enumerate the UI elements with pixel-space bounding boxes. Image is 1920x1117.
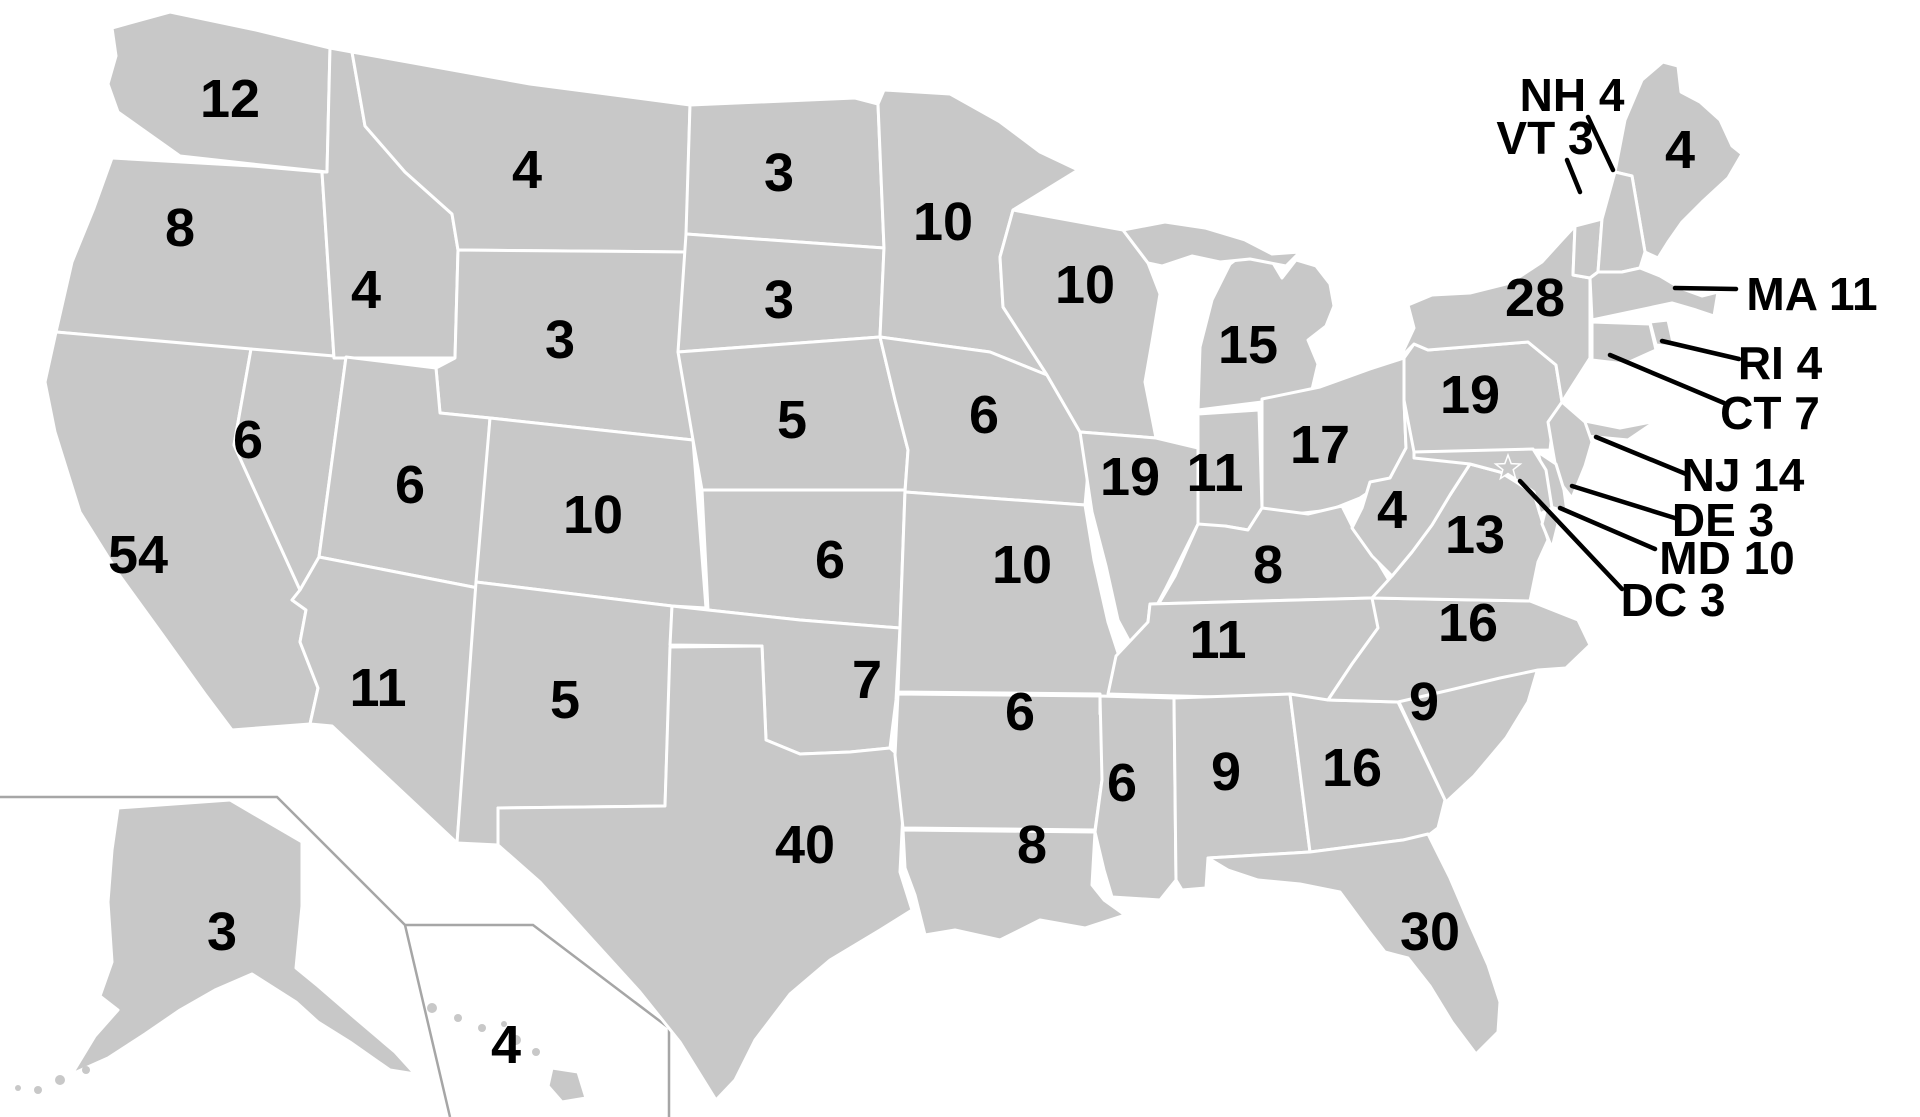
callout-label-DE: DE 3 bbox=[1672, 494, 1774, 546]
state-HI bbox=[546, 1066, 588, 1104]
state-label-AK: 3 bbox=[207, 902, 237, 962]
inset-boxes bbox=[0, 795, 671, 1117]
state-label-SD: 3 bbox=[764, 270, 794, 330]
state-label-MN: 10 bbox=[913, 192, 973, 252]
callout-label-RI: RI 4 bbox=[1738, 337, 1823, 389]
state-label-WA: 12 bbox=[200, 69, 260, 129]
state-KS bbox=[700, 488, 907, 630]
state-label-TN: 11 bbox=[1189, 610, 1246, 670]
state-label-KY: 8 bbox=[1253, 535, 1283, 595]
state-label-ID: 4 bbox=[351, 260, 381, 320]
state-label-LA: 8 bbox=[1017, 815, 1047, 875]
callout-line-DC bbox=[1517, 478, 1625, 592]
state-label-NV: 6 bbox=[233, 410, 263, 470]
state-label-OR: 8 bbox=[165, 198, 195, 258]
island-AK bbox=[82, 1066, 90, 1074]
state-label-FL: 30 bbox=[1400, 902, 1460, 962]
state-label-MI: 15 bbox=[1218, 315, 1278, 375]
state-label-PA: 19 bbox=[1440, 365, 1500, 425]
island-HI bbox=[478, 1024, 486, 1032]
callout-label-MA: MA 11 bbox=[1746, 268, 1877, 320]
state-label-MS: 6 bbox=[1107, 753, 1137, 813]
state-label-NC: 16 bbox=[1438, 593, 1498, 653]
state-label-MO: 10 bbox=[992, 535, 1052, 595]
state-label-WV: 4 bbox=[1377, 480, 1407, 540]
state-label-ME: 4 bbox=[1665, 120, 1695, 180]
state-AK bbox=[70, 798, 417, 1076]
inset-hawaii-box bbox=[405, 923, 671, 1117]
state-WA bbox=[106, 10, 332, 174]
state-label-WI: 10 bbox=[1055, 255, 1115, 315]
island-AK bbox=[34, 1086, 42, 1094]
state-label-NM: 5 bbox=[550, 670, 580, 730]
callout-line-MA bbox=[1672, 285, 1739, 292]
inset-alaska-box bbox=[0, 795, 452, 1117]
state-label-NY: 28 bbox=[1505, 268, 1565, 328]
callout-label-DC: DC 3 bbox=[1621, 574, 1726, 626]
state-label-AL: 9 bbox=[1211, 742, 1241, 802]
state-LA bbox=[901, 828, 1127, 942]
callout-label-NJ: NJ 14 bbox=[1682, 449, 1805, 501]
state-label-IA: 6 bbox=[969, 385, 999, 445]
state-label-AR: 6 bbox=[1005, 682, 1035, 742]
state-label-OH: 17 bbox=[1290, 415, 1350, 475]
island-HI bbox=[427, 1003, 437, 1013]
state-TX bbox=[496, 644, 914, 1102]
state-label-AZ: 11 bbox=[349, 658, 406, 718]
state-ME bbox=[1613, 60, 1744, 260]
island-HI bbox=[501, 1021, 507, 1027]
state-label-CO: 10 bbox=[563, 485, 623, 545]
state-shapes bbox=[43, 10, 1744, 1104]
callout-label-MD: MD 10 bbox=[1659, 532, 1794, 584]
callout-line-MD bbox=[1557, 505, 1658, 552]
state-label-WY: 3 bbox=[545, 310, 575, 370]
state-MI bbox=[1121, 220, 1302, 268]
state-label-MT: 4 bbox=[512, 140, 542, 200]
callout-label-CT: CT 7 bbox=[1720, 387, 1820, 439]
callout-label-VT: VT 3 bbox=[1496, 112, 1593, 164]
state-label-OK: 7 bbox=[852, 650, 882, 710]
state-label-VA: 13 bbox=[1445, 505, 1505, 565]
state-label-HI: 4 bbox=[491, 1015, 521, 1075]
state-label-CA: 54 bbox=[108, 525, 168, 585]
callout-line-NJ bbox=[1593, 434, 1689, 477]
state-label-KS: 6 bbox=[815, 530, 845, 590]
state-label-SC: 9 bbox=[1409, 672, 1439, 732]
state-FL bbox=[1206, 832, 1502, 1056]
state-MA bbox=[1588, 266, 1720, 322]
state-label-UT: 6 bbox=[395, 455, 425, 515]
callout-line-NH bbox=[1585, 114, 1616, 173]
callout-line-VT bbox=[1564, 157, 1583, 195]
dc-star-icon bbox=[1493, 452, 1523, 481]
state-NC bbox=[1326, 596, 1592, 704]
island-HI bbox=[532, 1048, 540, 1056]
state-label-IL: 19 bbox=[1100, 447, 1160, 507]
callout-line-CT bbox=[1607, 352, 1727, 406]
state-label-GA: 16 bbox=[1322, 738, 1382, 798]
state-AR bbox=[893, 692, 1114, 832]
island-HI bbox=[454, 1014, 462, 1022]
state-label-TX: 40 bbox=[775, 815, 835, 875]
callout-line-DE bbox=[1569, 483, 1681, 522]
island-AK bbox=[55, 1075, 65, 1085]
island-HI bbox=[511, 1035, 521, 1045]
island-shapes bbox=[15, 1003, 540, 1094]
state-label-IN: 11 bbox=[1186, 443, 1243, 503]
island-AK bbox=[15, 1085, 21, 1091]
state-IA bbox=[878, 335, 1090, 507]
state-label-ND: 3 bbox=[764, 143, 794, 203]
state-label-NE: 5 bbox=[777, 390, 807, 450]
callout-label-NH: NH 4 bbox=[1520, 69, 1625, 121]
state-CT bbox=[1590, 320, 1658, 366]
callout-line-RI bbox=[1659, 338, 1742, 362]
